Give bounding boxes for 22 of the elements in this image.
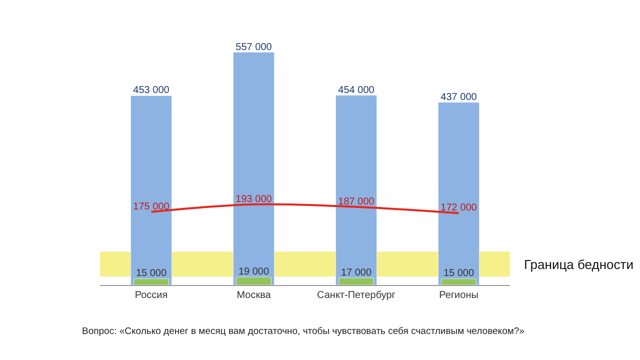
x-tick-label: Санкт-Петербург [317,290,396,301]
data-label: 17 000 [340,267,372,278]
data-label: 175 000 [133,201,170,212]
data-label: 453 000 [133,85,170,96]
data-label: 437 000 [440,92,478,103]
data-label: 19 000 [238,266,270,278]
bar [438,102,480,285]
data-label: 557 000 [236,42,272,53]
data-label: 15 000 [136,268,167,280]
data-label: 454 000 [338,84,375,96]
bar [336,95,377,285]
bar [233,52,274,285]
data-label: 187 000 [338,196,375,208]
band-label: Граница бедности [524,257,634,272]
x-tick-label: Москва [236,290,272,301]
data-label: 15 000 [443,268,474,280]
data-label: 193 000 [236,194,272,205]
data-label: 172 000 [440,202,478,214]
x-tick-label: Регионы [439,290,478,301]
bar [130,95,172,285]
text: Вопрос: «Сколько денег в месяц вам достаточно, чтобы чувствовать себя счастливым человеком?» [82,326,524,337]
x-tick-label: Россия [134,290,168,301]
